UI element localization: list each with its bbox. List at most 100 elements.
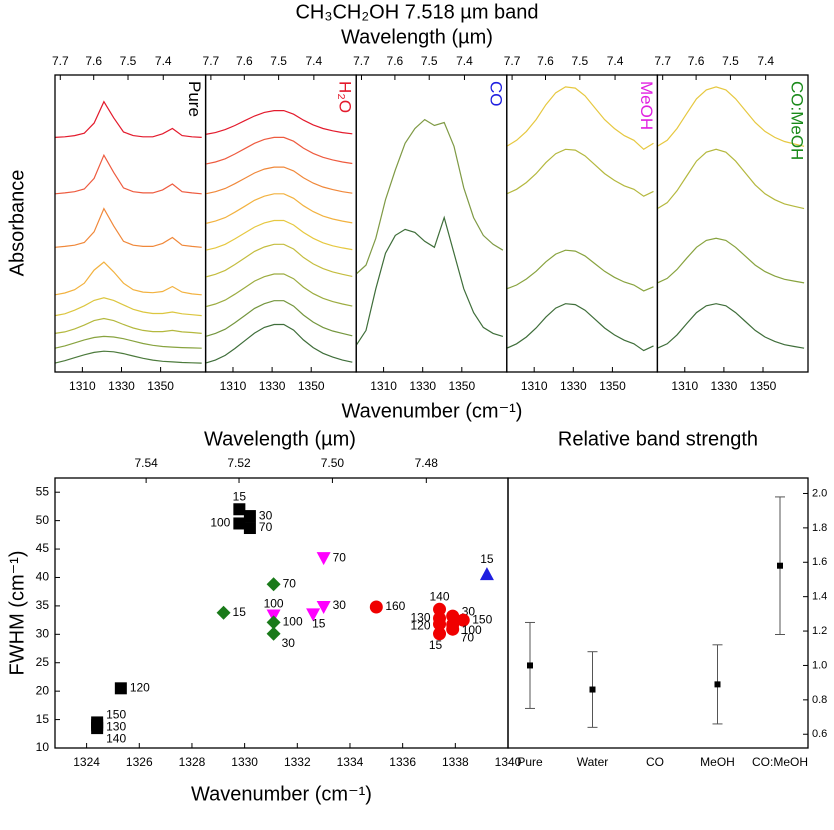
point-label: 15: [233, 489, 247, 503]
x2-axis-title: Wavelength (µm): [341, 26, 493, 48]
spectrum: [205, 219, 353, 251]
point: [714, 681, 721, 688]
x2-tick-label: 7.48: [415, 456, 439, 470]
x2-tick-label: 7.50: [321, 456, 345, 470]
x2-tick-label: 7.6: [387, 54, 404, 68]
x-axis-title: Wavenumber (cm⁻¹): [191, 783, 372, 805]
panel-label: CO:MeOH: [788, 81, 807, 160]
y-tick-label: 1.0: [812, 659, 827, 671]
x2-tick-label: 7.6: [688, 54, 705, 68]
point: [316, 601, 331, 615]
point: [777, 562, 783, 569]
y-tick-label: 1.6: [812, 556, 827, 568]
x-tick-label: 1310: [370, 379, 397, 393]
x-tick-label: 1350: [147, 379, 174, 393]
spectrum: [54, 350, 202, 364]
x2-tick-label: 7.7: [203, 54, 220, 68]
spectrum: [657, 303, 805, 349]
spectrum: [355, 215, 504, 346]
point: [266, 577, 281, 592]
x-tick-label: 1350: [750, 379, 777, 393]
spectrum: [205, 300, 353, 337]
y-tick-label: 50: [36, 513, 50, 527]
x2-tick-label: 7.5: [270, 54, 287, 68]
x-tick-label: 1338: [442, 755, 469, 769]
x-tick-label: 1332: [284, 755, 311, 769]
spectrum: [205, 323, 353, 364]
x2-tick-label: 7.5: [571, 54, 588, 68]
spectrum: [657, 86, 805, 147]
spectrum: [54, 153, 202, 195]
spectrum: [54, 297, 202, 317]
point-label: 120: [410, 618, 430, 632]
spectrum: [355, 118, 504, 275]
x2-tick-label: 7.54: [134, 456, 158, 470]
x2-tick-label: 7.7: [504, 54, 521, 68]
x2-tick-label: 7.4: [607, 54, 624, 68]
y-tick-label: 0.6: [812, 728, 827, 740]
point-label: 30: [259, 508, 273, 522]
point-label: 70: [461, 630, 475, 644]
point-label: 160: [385, 599, 405, 613]
spectrum: [506, 148, 654, 197]
plot-frame: [656, 74, 809, 373]
point: [266, 626, 281, 641]
point: [369, 600, 383, 614]
x-tick-label: 1324: [73, 755, 100, 769]
x2-tick-label: 7.5: [120, 54, 137, 68]
spectrum: [54, 317, 202, 334]
point-label: 70: [259, 520, 273, 534]
point-label: 100: [462, 623, 482, 637]
point-label: 130: [410, 611, 430, 625]
spectrum: [205, 110, 353, 135]
point: [479, 567, 494, 581]
spectrum: [657, 148, 805, 210]
point-label: 140: [430, 589, 450, 603]
y-tick-label: 1.4: [812, 591, 827, 603]
point-label: 15: [233, 605, 247, 619]
point: [114, 682, 127, 695]
point: [233, 517, 246, 530]
x2-tick-label: 7.4: [456, 54, 473, 68]
y-tick-label: 1.8: [812, 522, 827, 534]
point: [433, 617, 447, 631]
x2-tick-label: 7.5: [722, 54, 739, 68]
point-label: 70: [333, 550, 347, 564]
x-tick-label: 1310: [671, 379, 698, 393]
point: [243, 522, 256, 535]
spectrum: [54, 207, 202, 248]
point-label: 120: [130, 680, 150, 694]
point-label: 15: [312, 617, 326, 631]
figure-title: CH₃CH₂OH 7.518 µm band: [295, 1, 538, 23]
y-axis-title: FWHM (cm⁻¹): [6, 551, 28, 676]
panel-label: H₂O: [336, 81, 355, 113]
point-label: 140: [106, 731, 126, 745]
x2-tick-label: 7.5: [421, 54, 438, 68]
x-tick-label: 1340: [495, 755, 522, 769]
y-axis-title: Absorbance: [6, 170, 28, 277]
spectrum: [54, 261, 202, 296]
point-label: 30: [333, 598, 347, 612]
x2-tick-label: 7.52: [227, 456, 251, 470]
point: [456, 613, 470, 627]
point: [433, 602, 447, 616]
x2-axis-title: Wavelength (µm): [204, 428, 356, 450]
x-tick-label: 1326: [126, 755, 153, 769]
x-tick-label: 1330: [409, 379, 436, 393]
point-label: 130: [106, 719, 126, 733]
point-label: 15: [429, 638, 443, 652]
point-label: 100: [210, 516, 230, 530]
point-label: 30: [282, 636, 296, 650]
x-tick-label: 1328: [179, 755, 206, 769]
point: [233, 503, 246, 516]
x2-tick-label: 7.4: [757, 54, 774, 68]
chart-title: Relative band strength: [558, 428, 758, 450]
point: [266, 615, 281, 630]
x-tick-label: 1350: [599, 379, 626, 393]
x2-tick-label: 7.7: [52, 54, 69, 68]
spectrum: [205, 193, 353, 225]
spectrum: [54, 335, 202, 349]
y-tick-label: 0.8: [812, 694, 827, 706]
y-tick-label: 40: [36, 570, 50, 584]
